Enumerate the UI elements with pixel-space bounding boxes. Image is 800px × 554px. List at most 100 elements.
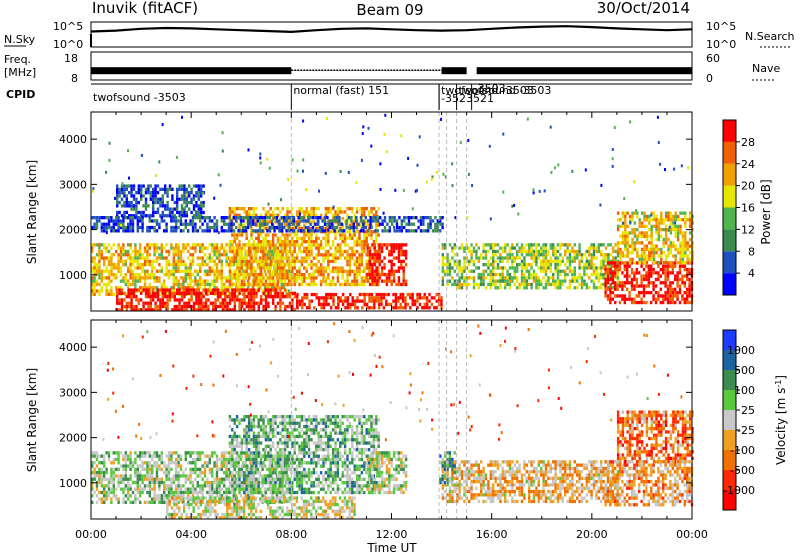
scatter-cell	[375, 299, 378, 303]
scatter-cell	[666, 287, 670, 291]
scatter-cell	[440, 306, 443, 310]
scatter-cell	[360, 282, 364, 287]
scatter-cell	[681, 231, 685, 235]
scatter-cell	[95, 500, 99, 504]
scatter-cell	[107, 487, 111, 491]
scatter-cell	[484, 253, 488, 257]
scatter-cell	[231, 210, 234, 214]
scatter-cell	[209, 301, 212, 305]
scatter-cell	[624, 241, 627, 245]
scatter-cell	[116, 214, 119, 218]
scatter-cell	[131, 225, 135, 230]
scatter-cell	[212, 288, 215, 292]
scatter-cell	[640, 247, 644, 252]
scatter-cell	[324, 253, 328, 257]
scatter-cell	[642, 291, 646, 295]
scatter-cell	[274, 273, 277, 277]
scatter-cell	[100, 286, 103, 290]
scatter-cell	[327, 253, 330, 257]
scatter-cell	[231, 249, 234, 254]
scatter-cell	[283, 276, 287, 280]
scatter-cell	[220, 282, 223, 287]
scatter-cell	[127, 249, 130, 254]
scatter-cell	[520, 246, 524, 250]
scatter-cell	[384, 113, 387, 117]
scatter-cell	[431, 229, 435, 233]
scatter-cell	[127, 286, 130, 290]
scatter-cell	[239, 272, 243, 277]
scatter-cell	[629, 120, 632, 124]
scatter-cell	[247, 266, 251, 270]
scatter-cell	[257, 263, 260, 267]
scatter-cell	[647, 264, 650, 268]
scatter-cell	[348, 259, 352, 264]
scatter-cell	[566, 246, 569, 250]
scatter-cell	[269, 240, 272, 244]
scatter-cell	[305, 246, 308, 250]
scatter-cell	[136, 279, 139, 283]
scatter-cell	[286, 243, 289, 247]
scatter-cell	[305, 233, 308, 237]
scatter-cell	[624, 218, 627, 222]
scatter-cell	[630, 261, 634, 265]
scatter-cell	[650, 224, 653, 228]
scatter-cell	[221, 308, 224, 312]
scatter-cell	[561, 259, 564, 263]
scatter-cell	[215, 279, 219, 283]
scatter-cell	[283, 282, 287, 287]
scatter-cell	[377, 292, 381, 297]
scatter-cell	[119, 451, 123, 455]
scatter-cell	[324, 236, 328, 240]
scatter-cell	[279, 298, 282, 302]
scatter-cell	[623, 281, 626, 285]
scatter-cell	[276, 207, 280, 211]
scatter-cell	[298, 207, 301, 211]
scatter-cell	[110, 490, 113, 495]
scatter-cell	[400, 282, 403, 287]
scatter-cell	[291, 226, 294, 231]
scatter-cell	[477, 259, 480, 263]
scatter-cell	[317, 249, 320, 254]
scatter-cell	[681, 254, 685, 258]
scatter-cell	[667, 247, 670, 252]
scatter-cell	[105, 246, 108, 250]
scatter-cell	[95, 289, 99, 293]
scatter-cell	[336, 249, 340, 254]
scatter-cell	[662, 244, 665, 248]
scatter-cell	[250, 291, 253, 295]
scatter-cell	[264, 288, 268, 292]
scatter-cell	[664, 294, 667, 298]
scatter-cell	[404, 256, 408, 260]
scatter-cell	[238, 263, 241, 267]
scatter-cell	[288, 210, 292, 214]
scatter-cell	[118, 200, 121, 205]
scatter-cell	[346, 259, 349, 264]
scatter-cell	[422, 219, 425, 223]
scatter-cell	[623, 300, 626, 305]
scatter-cell	[448, 272, 452, 277]
scatter-cell	[592, 279, 596, 283]
scatter-cell	[636, 211, 639, 215]
scatter-cell	[458, 269, 461, 273]
scatter-cell	[142, 194, 145, 198]
scatter-cell	[647, 291, 650, 295]
scatter-cell	[628, 231, 632, 235]
scatter-cell	[127, 266, 130, 270]
scatter-cell	[681, 274, 684, 278]
scatter-cell	[688, 221, 692, 225]
scatter-cell	[602, 263, 605, 267]
scatter-cell	[165, 292, 168, 296]
scatter-cell	[194, 276, 197, 280]
scatter-cell	[365, 292, 369, 297]
scatter-cell	[194, 243, 197, 247]
scatter-cell	[590, 246, 593, 250]
scatter-cell	[268, 166, 271, 170]
scatter-cell	[122, 219, 125, 223]
scatter-cell	[609, 263, 612, 267]
scatter-cell	[378, 263, 381, 267]
scatter-cell	[511, 259, 514, 263]
scatter-cell	[331, 266, 335, 270]
scatter-cell	[123, 291, 126, 295]
scatter-cell	[511, 276, 514, 280]
scatter-cell	[378, 259, 381, 263]
